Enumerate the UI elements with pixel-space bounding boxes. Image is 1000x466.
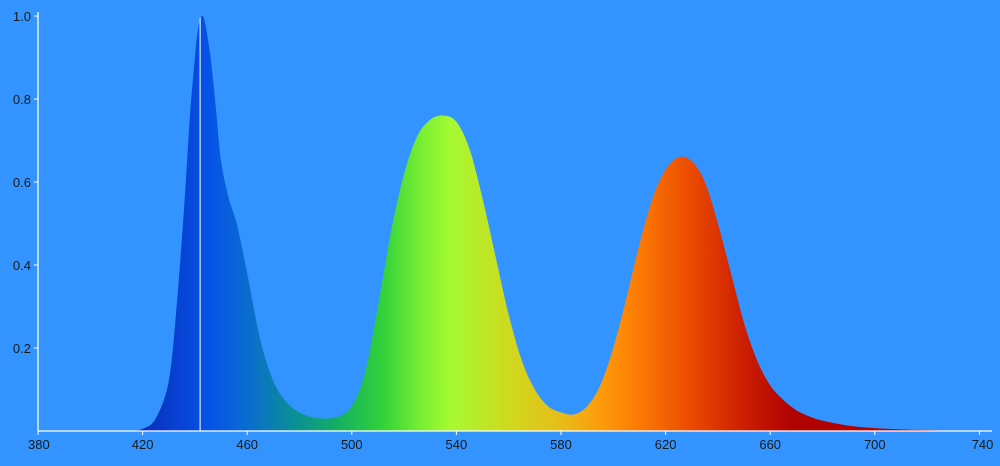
y-tick-label: 0.4 xyxy=(13,258,31,273)
x-tick-label: 460 xyxy=(236,437,258,452)
y-tick-label: 0.2 xyxy=(13,341,31,356)
x-tick-label: 620 xyxy=(655,437,677,452)
x-axis-ticks: 380 420 460 500 540 580 620 660 700 740 xyxy=(28,431,993,452)
x-tick-label: 540 xyxy=(446,437,468,452)
x-tick-label: 660 xyxy=(759,437,781,452)
spectrum-area xyxy=(129,15,980,431)
y-tick-label: 1.0 xyxy=(13,9,31,24)
x-tick-label: 580 xyxy=(550,437,572,452)
x-tick-label: 420 xyxy=(132,437,154,452)
x-tick-label: 740 xyxy=(972,437,994,452)
x-tick-label: 700 xyxy=(864,437,886,452)
y-tick-label: 0.8 xyxy=(13,92,31,107)
y-tick-label: 0.6 xyxy=(13,175,31,190)
x-tick-label: 500 xyxy=(341,437,363,452)
y-axis-ticks: 0.2 0.4 0.6 0.8 1.0 xyxy=(13,9,38,356)
x-tick-label: 380 xyxy=(28,437,50,452)
